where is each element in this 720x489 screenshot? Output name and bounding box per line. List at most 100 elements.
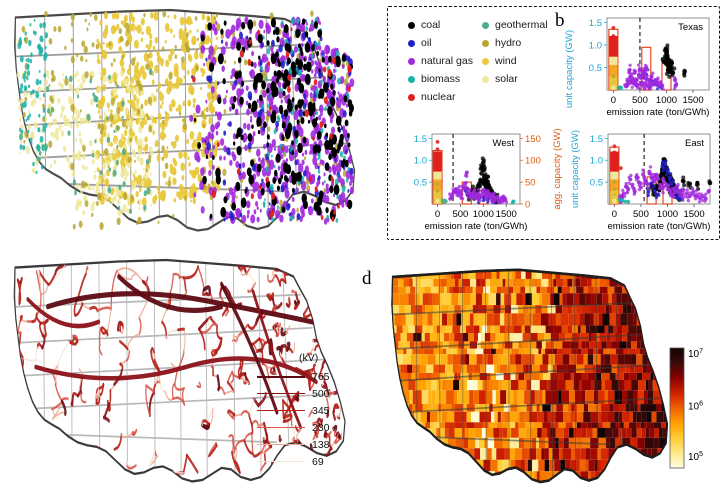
panel-b-letter: b	[555, 10, 565, 31]
y-axis-label-left: unit capacity (GW)	[570, 130, 581, 208]
legend-dot-coal-icon	[408, 21, 415, 29]
series-coal	[660, 43, 687, 79]
legend-item-solar: solar	[482, 70, 548, 88]
series-solar	[612, 198, 617, 204]
legend-label: geothermal	[495, 19, 548, 31]
legend-dot-hydro-icon	[482, 39, 489, 47]
y-tick-label-left: 0.5	[589, 63, 602, 74]
legend-label: coal	[421, 19, 441, 31]
subpanel-texas: 0 500 1000 1500 emission rate (ton/GWh) 0.5 1.…	[585, 12, 719, 124]
kv-legend-label: 345	[312, 404, 330, 417]
series-nuclear	[435, 140, 440, 158]
legend-item-nuclear: nuclear	[408, 88, 473, 106]
series-natural-gas	[623, 63, 679, 91]
legend-dot-solar-icon	[482, 75, 489, 83]
legend-column-primary: coal oil natural gas biomass nuclear	[408, 16, 473, 106]
series-biomass	[617, 197, 631, 204]
kv-legend-label: 765	[312, 370, 330, 383]
legend-label: hydro	[495, 37, 522, 49]
legend-item-geothermal: geothermal	[482, 16, 548, 34]
x-axis-label: emission rate (ton/GWh)	[425, 221, 528, 232]
x-tick-label: 1500	[683, 209, 704, 220]
kv-legend-label: 69	[312, 455, 324, 468]
colorbar-tick-label: 105	[688, 451, 703, 463]
legend-item-coal: coal	[408, 16, 473, 34]
legend-label: oil	[421, 37, 432, 49]
legend-dot-wind-icon	[482, 57, 489, 65]
kv-legend-title: (kV)	[299, 352, 319, 364]
y-tick-label-left: 1.5	[589, 18, 602, 29]
region-name-label: East	[685, 138, 704, 149]
legend-dot-biomass-icon	[408, 75, 415, 83]
series-nuclear	[611, 26, 616, 50]
legend-label: natural gas	[421, 55, 473, 67]
legend-item-oil: oil	[408, 34, 473, 52]
legend-item-biomass: biomass	[408, 70, 473, 88]
kv-legend-item-138: 138	[257, 436, 360, 453]
y-tick-label-right: 0	[525, 199, 530, 210]
y-tick-label-left: 1.0	[589, 40, 602, 51]
legend-dot-geothermal-icon	[482, 21, 489, 29]
y-tick-label-right: 50	[525, 178, 536, 189]
x-tick-label: 1500	[682, 95, 703, 106]
x-tick-label: 0	[612, 209, 617, 220]
kv-legend-item-230: 230	[257, 419, 360, 436]
legend-label: biomass	[421, 73, 461, 85]
generator-map-svg	[14, 8, 356, 232]
legend-item-hydro: hydro	[482, 34, 548, 52]
x-tick-label: 1000	[657, 209, 678, 220]
legend-column-secondary: geothermal hydro wind solar	[482, 16, 548, 88]
x-axis-label: emission rate (ton/GWh)	[608, 221, 711, 232]
y-tick-label-right: 100	[525, 156, 541, 167]
panel-c-transmission-map	[0, 248, 360, 489]
choropleth-map-svg	[391, 268, 669, 484]
kv-line-swatch-icon	[257, 444, 305, 445]
kv-legend-rows: 765 500 345 230 138 69	[257, 368, 360, 470]
transmission-kv-legend: (kV) 765 500 345 230 138 69	[257, 352, 360, 470]
colorbar-tick-label: 106	[688, 401, 703, 413]
fuel-type-legend: coal oil natural gas biomass nuclear geother…	[408, 16, 548, 108]
x-tick-label: 1000	[656, 95, 677, 106]
y-tick-label-left: 0.5	[414, 178, 427, 189]
series-geothermal	[442, 198, 448, 204]
y-tick-label-left: 1.0	[414, 156, 427, 167]
series-nuclear	[612, 144, 623, 170]
colorbar-tick-label: 107	[688, 348, 703, 360]
series-natural-gas	[617, 165, 711, 204]
region-name-label: Texas	[678, 22, 703, 33]
y-tick-label-left: 1.5	[590, 134, 603, 145]
x-axis-label: emission rate (ton/GWh)	[607, 107, 710, 118]
series-solar	[435, 198, 440, 204]
legend-dot-nuclear-icon	[408, 93, 415, 101]
panel-d-letter: d	[362, 268, 372, 289]
kv-legend-item-500: 500	[257, 385, 360, 402]
subpanel-east: 0 500 1000 1500 emission rate (ton/GWh) 0.5 1.…	[568, 126, 720, 238]
panel-a-generator-map	[0, 0, 370, 240]
legend-label: wind	[495, 55, 517, 67]
subpanel-west: 0 500 1000 1500 emission rate (ton/GWh) 0.5 1.…	[392, 126, 568, 238]
kv-legend-item-69: 69	[257, 453, 360, 470]
series-solar	[611, 85, 616, 91]
legend-item-natural-gas: natural gas	[408, 52, 473, 70]
y-tick-label-left: 0.5	[590, 178, 603, 189]
kv-line-swatch-icon	[257, 410, 305, 411]
legend-dot-natural-gas-icon	[408, 57, 415, 65]
y-tick-label-left: 1.5	[414, 134, 427, 145]
x-tick-label: 1000	[473, 209, 494, 220]
x-tick-label: 0	[435, 209, 440, 220]
kv-line-swatch-icon	[257, 393, 305, 394]
region-name-label: West	[493, 138, 515, 149]
kv-legend-label: 138	[312, 438, 330, 451]
series-biomass	[616, 85, 624, 91]
legend-label: solar	[495, 73, 518, 85]
y-tick-label-right: 150	[525, 134, 541, 145]
x-tick-label: 500	[632, 95, 648, 106]
x-tick-label: 500	[633, 209, 649, 220]
panel-d-colorbar: 107 106 105	[668, 344, 720, 474]
kv-legend-item-345: 345	[257, 402, 360, 419]
kv-legend-label: 230	[312, 421, 330, 434]
kv-legend-label: 500	[312, 387, 330, 400]
